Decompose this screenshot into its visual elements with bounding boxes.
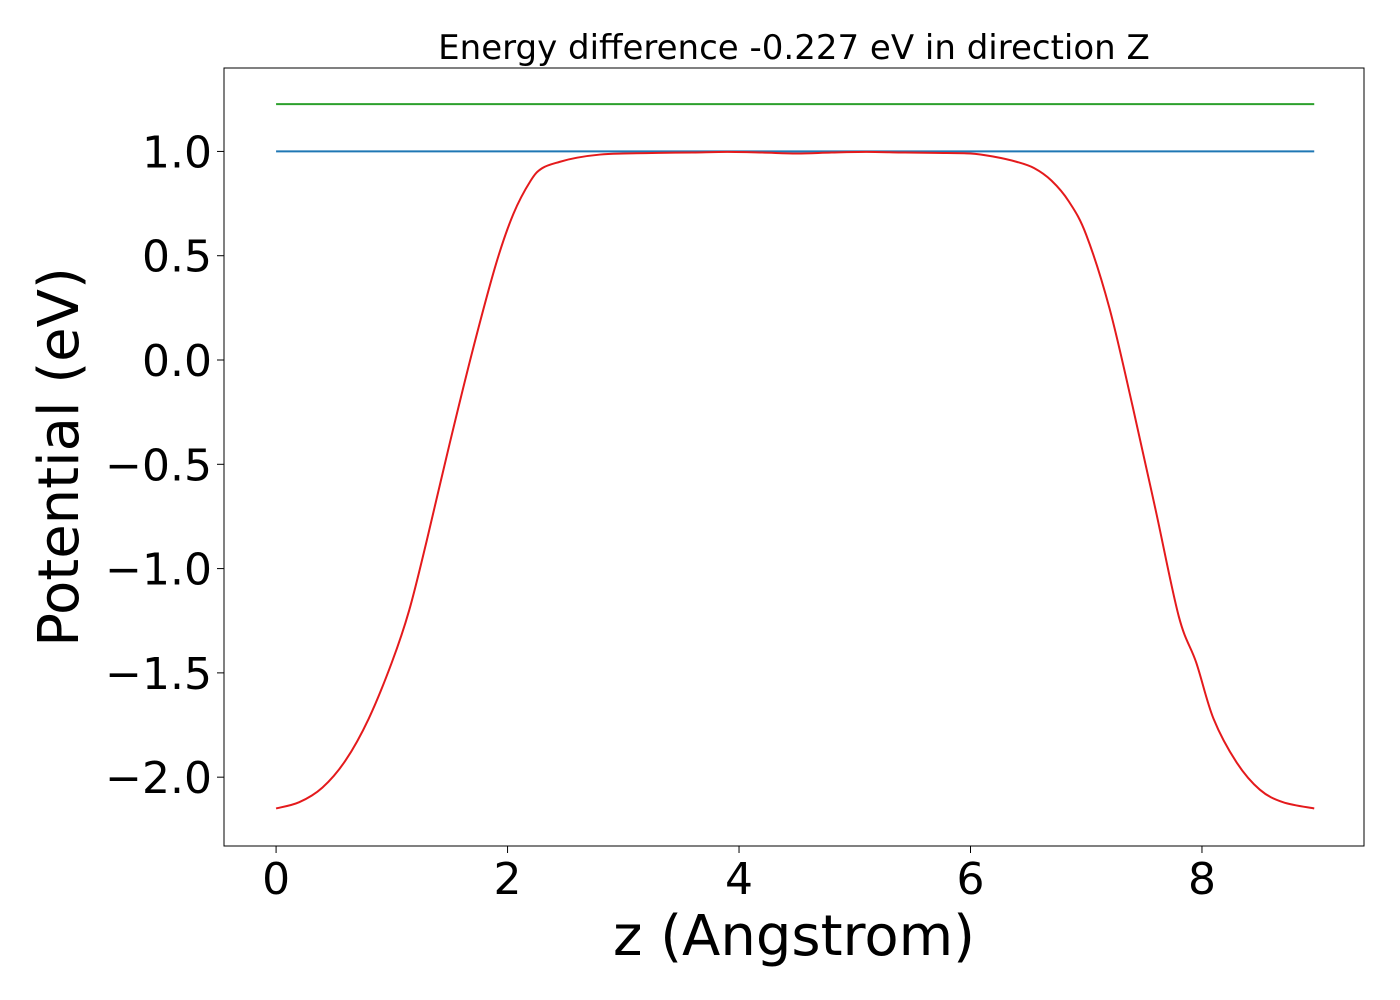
y-tick-label: −0.5 [105,440,212,491]
y-axis-label: Potential (eV) [27,267,92,647]
series-line-3 [275,150,1315,810]
x-axis-ticks: 0 2 4 6 8 [262,846,1216,905]
series-layer [275,103,1315,810]
y-tick-label: −1.0 [105,545,212,596]
x-axis-label: z (Angstrom) [613,904,975,969]
y-tick-label: 0.5 [142,232,212,283]
x-tick-label: 4 [725,854,753,905]
y-tick-label: 0.0 [142,336,212,387]
y-tick-label: −2.0 [105,753,212,804]
x-tick-label: 2 [494,854,522,905]
x-tick-label: 6 [956,854,984,905]
y-tick-label: −1.5 [105,649,212,700]
y-tick-label: 1.0 [142,127,212,178]
x-tick-label: 0 [262,854,290,905]
chart-title: Energy difference -0.227 eV in direction… [438,28,1150,68]
x-tick-label: 8 [1188,854,1216,905]
plot-frame [223,67,1365,847]
y-axis-ticks: −2.0 −1.5 −1.0 −0.5 0.0 0.5 1.0 [105,127,224,804]
